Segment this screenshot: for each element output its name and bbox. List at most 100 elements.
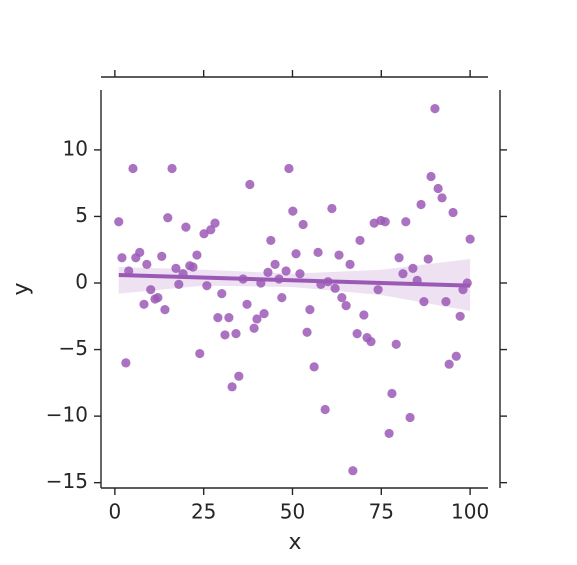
point [252,314,262,324]
y-tick-label: −15 [46,469,88,493]
point [245,179,255,190]
point [227,382,237,392]
point [157,251,167,261]
point [355,235,365,246]
point [405,412,415,423]
point [114,217,124,227]
point [345,259,355,269]
point [430,104,440,114]
point [295,269,305,279]
point [210,218,220,228]
point [330,283,340,293]
point [192,250,202,260]
point [174,279,184,289]
point [277,293,287,303]
confidence-band [118,259,471,311]
point [391,339,401,349]
point [142,259,152,269]
point [384,428,394,439]
point [334,250,344,260]
point [437,193,447,203]
point [199,229,209,239]
point [305,305,315,315]
x-tick-label: 25 [191,500,216,524]
point [206,225,216,235]
point [234,371,244,381]
x-tick-label: 100 [451,500,489,524]
point [352,328,362,339]
point [387,388,397,399]
point [327,203,337,214]
point [426,171,436,182]
point [242,299,252,309]
point [224,313,234,323]
point [441,297,451,307]
x-axis-label: x [288,530,301,555]
point [320,404,330,415]
point [121,358,131,368]
point [249,323,259,333]
point [128,163,138,174]
point [281,266,291,276]
point [231,328,241,339]
x-tick-label: 0 [108,500,121,524]
point [146,285,156,295]
point [135,247,145,257]
point [448,207,458,218]
point [408,263,418,273]
point [171,263,181,273]
point [313,247,323,257]
point [195,348,205,359]
point [341,301,351,311]
point [298,219,308,230]
point [202,281,212,291]
point [188,262,198,272]
point [284,163,294,174]
y-tick-label: 0 [75,270,88,294]
point [309,362,319,372]
point [465,234,475,244]
point [217,289,227,299]
point [160,305,170,315]
point [337,293,347,303]
point [401,217,411,227]
point [451,351,461,361]
point [423,254,433,264]
y-tick-label: −10 [46,403,88,427]
point [139,299,149,309]
y-axis-label: y [9,282,34,295]
point [444,359,454,369]
point [291,249,301,259]
point [213,313,223,323]
point [455,311,465,321]
point [348,466,358,476]
point [302,327,312,337]
x-tick-label: 50 [280,500,305,524]
point [359,310,369,320]
point [181,222,191,232]
point [394,253,404,263]
point [380,217,390,227]
point [117,253,127,263]
regression-line [118,273,471,288]
point [153,293,163,303]
point [163,213,173,223]
point [419,297,429,307]
point [373,285,383,295]
point [270,259,280,269]
point [398,269,408,279]
y-tick-label: 5 [75,203,88,227]
point [416,199,426,210]
x-tick-label: 75 [369,500,394,524]
point [259,309,269,319]
point [366,336,376,347]
y-tick-label: −5 [59,336,88,360]
point [167,163,177,174]
point [288,206,298,216]
point [266,235,276,246]
point [433,183,443,194]
point [263,267,273,277]
point [220,330,230,340]
